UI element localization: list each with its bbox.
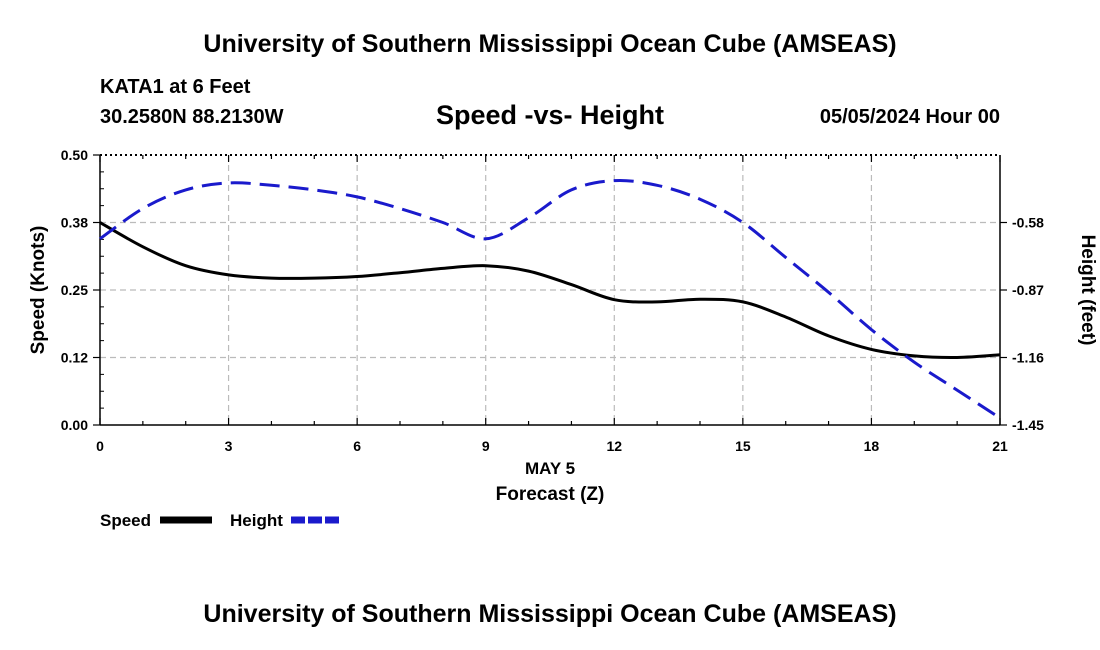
x-tick-label: 9 <box>482 438 490 454</box>
y-tick-label: 0.12 <box>61 350 88 366</box>
x-tick-label: 6 <box>353 438 361 454</box>
coordinates-label: 30.2580N 88.2130W <box>100 106 284 128</box>
footer-title: University of Southern Mississippi Ocean… <box>203 600 897 628</box>
x-tick-label: 15 <box>735 438 751 454</box>
legend-label-height: Height <box>230 511 283 530</box>
speed-series-line <box>99 221 1001 360</box>
station-label: KATA1 at 6 Feet <box>100 76 251 98</box>
y-tick-label: 0.25 <box>61 282 88 298</box>
legend-label-speed: Speed <box>100 511 151 530</box>
y2-tick-label: -1.45 <box>1012 417 1044 433</box>
y-tick-label: 0.00 <box>61 417 88 433</box>
y2-tick-label: -1.16 <box>1012 350 1044 366</box>
x-tick-label: 3 <box>225 438 233 454</box>
chart-subtitle: Speed -vs- Height <box>435 100 665 130</box>
y2-tick-label: -0.58 <box>1012 215 1044 231</box>
x-tick-label: 12 <box>606 438 622 454</box>
y2-axis-title: Height (feet) <box>1077 235 1098 346</box>
y2-tick-label: -0.87 <box>1012 282 1044 298</box>
x-tick-label: 21 <box>992 438 1008 454</box>
x-date-label: MAY 5 <box>525 459 575 478</box>
main-title: University of Southern Mississippi Ocean… <box>203 30 897 58</box>
x-axis-title: Forecast (Z) <box>496 484 605 505</box>
x-tick-label: 18 <box>864 438 880 454</box>
x-tick-label: 0 <box>96 438 104 454</box>
y-axis-title: Speed (Knots) <box>28 226 49 355</box>
y-tick-label: 0.50 <box>61 147 88 163</box>
forecast-datetime: 05/05/2024 Hour 00 <box>819 106 1000 128</box>
y-tick-label: 0.38 <box>61 215 88 231</box>
height-series-line <box>99 178 1001 420</box>
